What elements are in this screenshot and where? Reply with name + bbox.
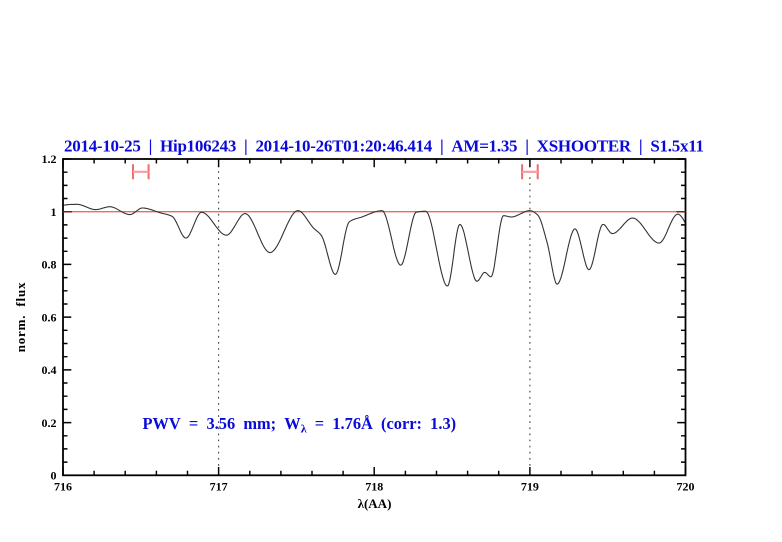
svg-text:717: 717 xyxy=(210,480,228,494)
svg-text:719: 719 xyxy=(521,480,539,494)
svg-text:PWV = 3.56 mm; Wλ = 1.76: PWV = 3.56 mm; Wλ = 1.76Å (corr: 1.3) xyxy=(143,414,457,436)
svg-text:718: 718 xyxy=(365,480,383,494)
svg-text:716: 716 xyxy=(54,480,72,494)
svg-text:0.6: 0.6 xyxy=(42,310,57,324)
svg-text:0.4: 0.4 xyxy=(42,363,57,377)
svg-text:λ(AA): λ(AA) xyxy=(358,496,392,511)
svg-text:0.2: 0.2 xyxy=(42,416,57,430)
svg-text:0: 0 xyxy=(51,469,57,483)
svg-text:norm. flux: norm. flux xyxy=(13,282,28,353)
svg-text:1.2: 1.2 xyxy=(42,152,57,166)
svg-text:2014-10-25 | Hip106243 | 2: 2014-10-25 | Hip106243 | 2014-10-26T01:2… xyxy=(64,137,704,156)
svg-text:720: 720 xyxy=(677,480,695,494)
svg-text:1: 1 xyxy=(51,205,57,219)
svg-text:0.8: 0.8 xyxy=(42,258,57,272)
